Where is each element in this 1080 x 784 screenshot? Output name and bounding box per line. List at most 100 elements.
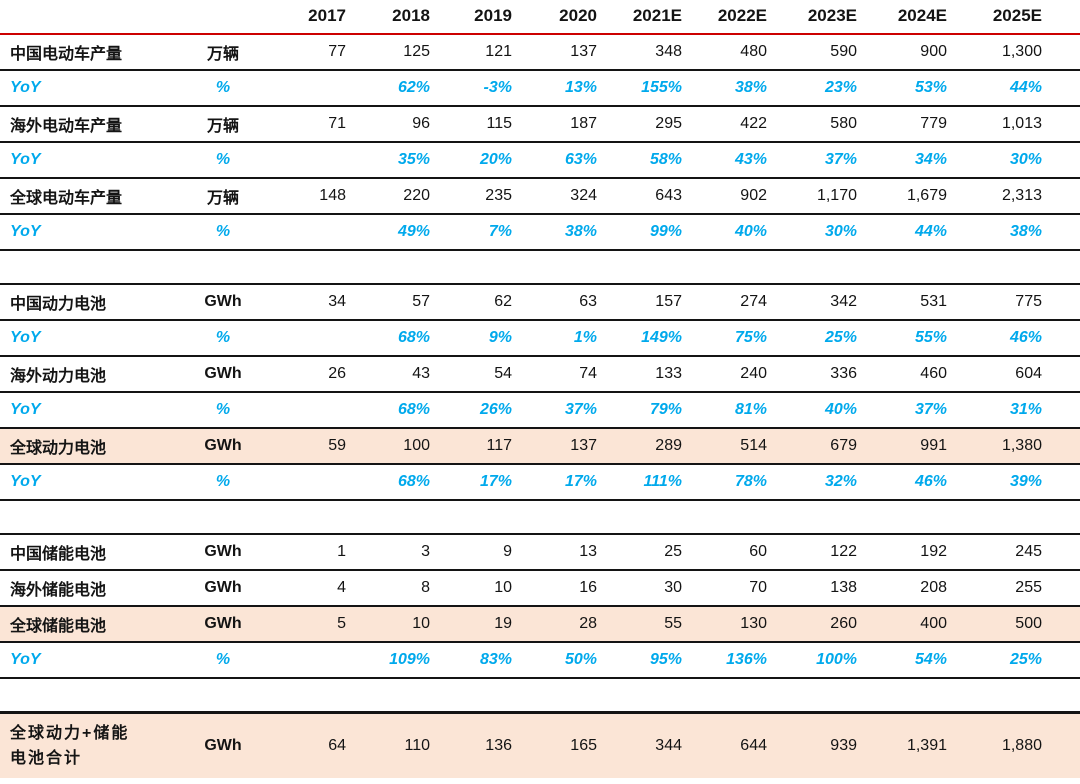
row-label: 海外动力电池 <box>0 356 188 393</box>
row-unit: GWh <box>188 534 258 571</box>
cell-value: 7% <box>430 214 512 251</box>
cell-value: 60 <box>682 534 767 571</box>
cell-value: 115 <box>430 106 512 143</box>
cell-value: 137 <box>512 428 597 465</box>
cell-value: 138 <box>767 570 857 607</box>
cell-value <box>258 320 346 357</box>
spacer-cell <box>0 250 1080 285</box>
cell-value: 38% <box>512 214 597 251</box>
row-unit: % <box>188 392 258 429</box>
cell-value: 96 <box>346 106 430 143</box>
cell-value: 10 <box>346 606 430 643</box>
row-label: YoY <box>0 214 188 251</box>
row-unit: % <box>188 464 258 501</box>
cell-value: 900 <box>857 34 947 71</box>
cell-value: 779 <box>857 106 947 143</box>
cell-value: 9 <box>430 534 512 571</box>
cell-value: 344 <box>597 711 682 778</box>
cell-value: 68% <box>346 320 430 357</box>
spacer-row <box>0 250 1080 285</box>
cell-value: 121 <box>430 34 512 71</box>
cell-value: 4 <box>258 570 346 607</box>
table-header: 2017 2018 2019 2020 2021E 2022E 2023E 2024E 2025… <box>0 0 1080 35</box>
cell-value: 187 <box>512 106 597 143</box>
cell-value: 9% <box>430 320 512 357</box>
cell-value: 64 <box>258 711 346 778</box>
table-row: 海外储能电池 GWh 4 8 10 16 30 70 138 208 255 <box>0 570 1080 607</box>
cell-value: 604 <box>947 356 1080 393</box>
cell-value: 63 <box>512 284 597 321</box>
table-row: 全球储能电池 GWh 5 10 19 28 55 130 260 400 500 <box>0 606 1080 643</box>
cell-value: 35% <box>346 142 430 179</box>
cell-value: 40% <box>767 392 857 429</box>
cell-value: 109% <box>346 642 430 679</box>
row-unit: 万辆 <box>188 178 258 215</box>
col-header-year: 2022E <box>682 0 767 35</box>
cell-value: 62% <box>346 70 430 107</box>
cell-value: 208 <box>857 570 947 607</box>
cell-value: 580 <box>767 106 857 143</box>
cell-value: 295 <box>597 106 682 143</box>
cell-value: 37% <box>857 392 947 429</box>
cell-value: 19 <box>430 606 512 643</box>
cell-value: 136% <box>682 642 767 679</box>
cell-value: 110 <box>346 711 430 778</box>
cell-value: 17% <box>430 464 512 501</box>
row-label: YoY <box>0 70 188 107</box>
cell-value: 260 <box>767 606 857 643</box>
header-label-cell <box>0 0 188 35</box>
cell-value: 137 <box>512 34 597 71</box>
cell-value: 40% <box>682 214 767 251</box>
cell-value: 422 <box>682 106 767 143</box>
cell-value: 643 <box>597 178 682 215</box>
cell-value: 1,013 <box>947 106 1080 143</box>
row-unit: GWh <box>188 284 258 321</box>
col-header-year: 2018 <box>346 0 430 35</box>
cell-value: 644 <box>682 711 767 778</box>
row-label: 全球动力电池 <box>0 428 188 465</box>
cell-value: 245 <box>947 534 1080 571</box>
cell-value: 38% <box>682 70 767 107</box>
cell-value: 20% <box>430 142 512 179</box>
spacer-cell <box>0 678 1080 714</box>
cell-value: 939 <box>767 711 857 778</box>
cell-value: 117 <box>430 428 512 465</box>
col-header-year: 2020 <box>512 0 597 35</box>
table-row: 中国电动车产量 万辆 77 125 121 137 348 480 590 900 1,300 <box>0 34 1080 71</box>
cell-value: 136 <box>430 711 512 778</box>
cell-value: 5 <box>258 606 346 643</box>
table-row: YoY% 49% 7% 38% 99% 40% 30% 44% 38% <box>0 214 1080 251</box>
cell-value: 55 <box>597 606 682 643</box>
row-unit: GWh <box>188 356 258 393</box>
cell-value: 336 <box>767 356 857 393</box>
table-row: YoY% 68% 17% 17% 111% 78% 32% 46% 39% <box>0 464 1080 501</box>
table-row: 全球电动车产量 万辆 148 220 235 324 643 902 1,170 1,679 2,3… <box>0 178 1080 215</box>
row-unit: GWh <box>188 428 258 465</box>
cell-value: 68% <box>346 464 430 501</box>
cell-value: 679 <box>767 428 857 465</box>
cell-value: 32% <box>767 464 857 501</box>
cell-value: 1,880 <box>947 711 1080 778</box>
cell-value <box>258 464 346 501</box>
cell-value: 39% <box>947 464 1080 501</box>
cell-value <box>258 642 346 679</box>
cell-value: 8 <box>346 570 430 607</box>
cell-value: 122 <box>767 534 857 571</box>
cell-value: 775 <box>947 284 1080 321</box>
cell-value: 74 <box>512 356 597 393</box>
cell-value: 1% <box>512 320 597 357</box>
col-header-year: 2017 <box>258 0 346 35</box>
table-row: 海外电动车产量 万辆 71 96 115 187 295 422 580 779 1,013 <box>0 106 1080 143</box>
cell-value: 81% <box>682 392 767 429</box>
cell-value: 130 <box>682 606 767 643</box>
cell-value <box>258 142 346 179</box>
cell-value: 590 <box>767 34 857 71</box>
row-label: 中国储能电池 <box>0 534 188 571</box>
row-label: 海外电动车产量 <box>0 106 188 143</box>
cell-value <box>258 214 346 251</box>
cell-value: 480 <box>682 34 767 71</box>
cell-value: 100% <box>767 642 857 679</box>
row-unit: 万辆 <box>188 106 258 143</box>
table-row: YoY% 62% -3% 13% 155% 38% 23% 53% 44% <box>0 70 1080 107</box>
